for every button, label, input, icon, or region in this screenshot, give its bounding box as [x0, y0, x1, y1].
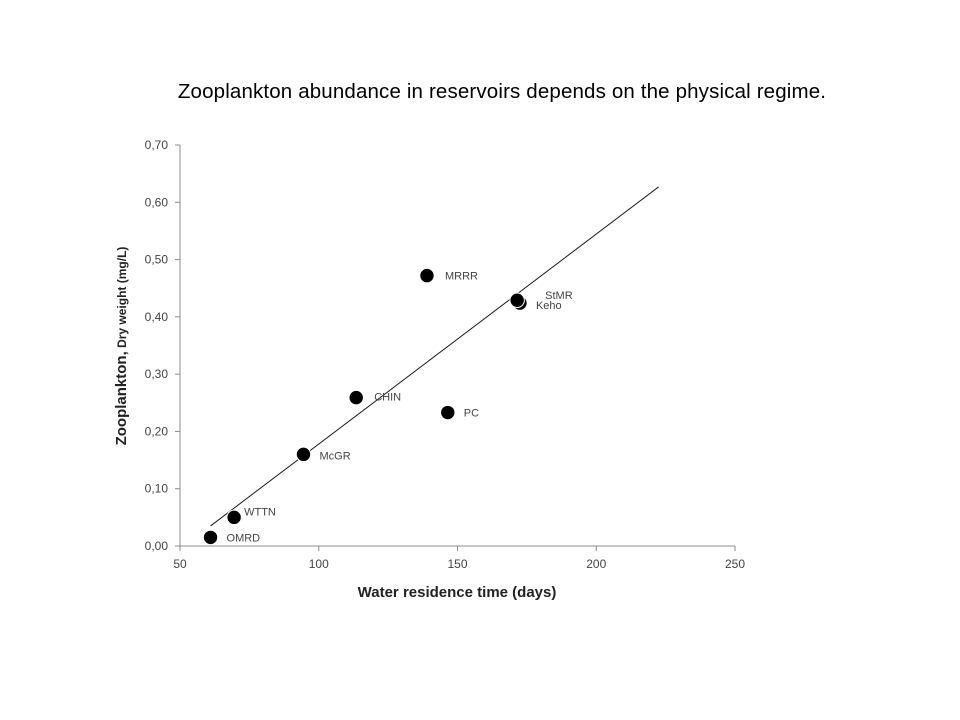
point-label-keho: Keho — [536, 300, 562, 312]
y-tick-label: 0,70 — [145, 138, 169, 152]
x-tick-label: 100 — [309, 557, 329, 571]
data-point-stmr — [509, 292, 525, 308]
y-axis-title-main: Zooplankton, — [113, 351, 130, 445]
y-tick-label: 0,40 — [145, 310, 169, 324]
point-label-pc: PC — [464, 408, 479, 420]
y-tick-label: 0,50 — [145, 253, 169, 267]
data-point-omrd — [202, 529, 219, 546]
y-axis-title: Zooplankton, Dry weight (mg/L) — [113, 247, 130, 446]
x-axis-title: Water residence time (days) — [358, 584, 557, 601]
y-tick-label: 0,30 — [145, 367, 169, 381]
trendline-layer — [210, 186, 659, 527]
point-label-omrd: OMRD — [227, 532, 261, 544]
data-point-pc — [440, 404, 456, 421]
y-axis-title-sub: Dry weight (mg/L) — [115, 247, 129, 352]
data-point-chin — [348, 389, 364, 406]
data-point-mrrr — [419, 267, 435, 284]
x-tick-label: 50 — [173, 557, 187, 571]
point-label-wttn: WTTN — [244, 506, 276, 518]
chart-axes — [175, 144, 736, 551]
point-label-mrrr: MRRR — [445, 271, 478, 283]
y-tick-label: 0,20 — [145, 424, 169, 438]
data-points — [202, 267, 528, 546]
x-tick-label: 200 — [586, 557, 606, 571]
point-label-mcgr: McGR — [319, 450, 350, 462]
data-point-wttn — [226, 509, 242, 526]
data-point-mcgr — [295, 446, 312, 463]
point-label-stmr: StMR — [545, 290, 573, 302]
y-tick-labels: 0,00 0,10 0,20 0,30 0,40 0,50 0,60 0,70 — [145, 138, 169, 553]
x-tick-labels: 50 100 150 200 250 — [173, 557, 745, 571]
trendline — [210, 186, 659, 527]
x-tick-label: 250 — [725, 557, 745, 571]
slide-title: Zooplankton abundance in reservoirs depe… — [177, 80, 827, 103]
y-tick-label: 0,00 — [145, 539, 169, 553]
point-label-chin: CHIN — [374, 392, 401, 404]
y-tick-label: 0,60 — [145, 195, 169, 209]
y-tick-label: 0,10 — [145, 482, 169, 496]
x-tick-label: 150 — [447, 557, 467, 571]
